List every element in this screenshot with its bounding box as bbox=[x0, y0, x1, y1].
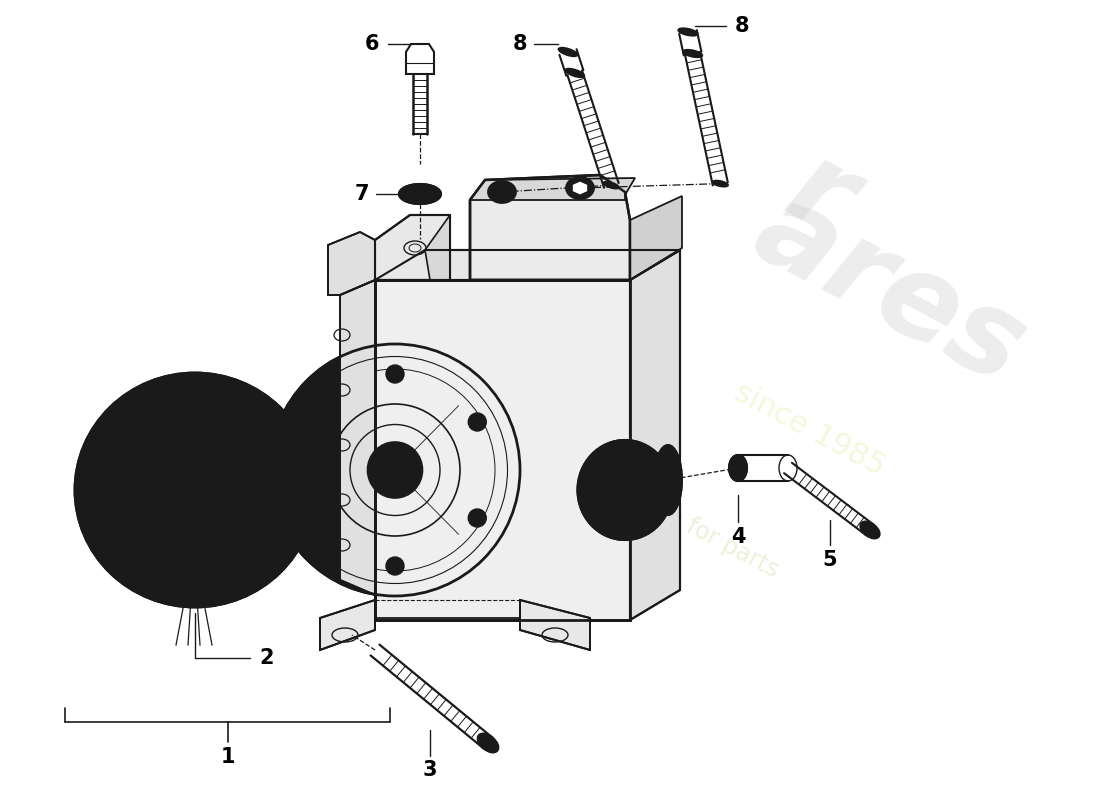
Ellipse shape bbox=[604, 182, 619, 189]
Text: ares: ares bbox=[736, 171, 1044, 409]
Text: 1: 1 bbox=[221, 747, 235, 767]
Circle shape bbox=[304, 509, 321, 527]
Ellipse shape bbox=[578, 440, 672, 540]
Text: 6: 6 bbox=[365, 34, 380, 54]
Ellipse shape bbox=[185, 481, 205, 499]
Ellipse shape bbox=[477, 734, 498, 752]
Text: 8: 8 bbox=[513, 34, 527, 54]
Polygon shape bbox=[340, 280, 375, 595]
Ellipse shape bbox=[654, 445, 682, 515]
Ellipse shape bbox=[488, 181, 516, 203]
Text: a passion for parts: a passion for parts bbox=[578, 458, 783, 582]
Polygon shape bbox=[425, 215, 450, 280]
Circle shape bbox=[469, 509, 486, 527]
Ellipse shape bbox=[148, 446, 241, 534]
Polygon shape bbox=[520, 600, 590, 650]
Ellipse shape bbox=[713, 181, 728, 186]
Polygon shape bbox=[406, 44, 434, 74]
Text: r: r bbox=[768, 130, 872, 259]
Circle shape bbox=[304, 413, 321, 431]
Polygon shape bbox=[630, 250, 680, 620]
Ellipse shape bbox=[566, 177, 594, 199]
Polygon shape bbox=[328, 232, 375, 295]
Circle shape bbox=[386, 365, 404, 383]
Ellipse shape bbox=[75, 373, 315, 607]
Text: 8: 8 bbox=[735, 16, 749, 36]
Polygon shape bbox=[630, 196, 682, 280]
Text: since 1985: since 1985 bbox=[729, 378, 890, 482]
Ellipse shape bbox=[860, 522, 880, 538]
Ellipse shape bbox=[565, 69, 584, 78]
Ellipse shape bbox=[679, 28, 697, 36]
Text: 2: 2 bbox=[260, 648, 274, 668]
Ellipse shape bbox=[399, 184, 441, 204]
Text: 4: 4 bbox=[730, 527, 746, 547]
Ellipse shape bbox=[367, 442, 422, 498]
Ellipse shape bbox=[729, 455, 747, 481]
Polygon shape bbox=[470, 178, 635, 200]
Ellipse shape bbox=[270, 344, 520, 596]
Ellipse shape bbox=[559, 48, 578, 56]
Polygon shape bbox=[320, 600, 375, 650]
Ellipse shape bbox=[683, 50, 702, 58]
Text: 7: 7 bbox=[354, 184, 370, 204]
Polygon shape bbox=[375, 215, 450, 280]
Text: 5: 5 bbox=[823, 550, 837, 570]
Circle shape bbox=[386, 557, 404, 575]
Polygon shape bbox=[572, 181, 587, 195]
Polygon shape bbox=[375, 250, 680, 280]
Polygon shape bbox=[470, 175, 630, 280]
Text: 3: 3 bbox=[422, 760, 438, 780]
FancyBboxPatch shape bbox=[375, 280, 630, 620]
Circle shape bbox=[469, 413, 486, 431]
